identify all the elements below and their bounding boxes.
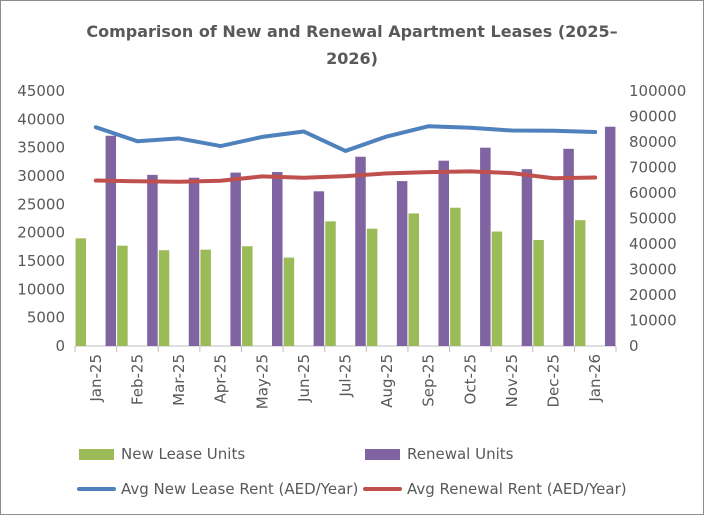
y-right-tick-label: 40000 (629, 235, 677, 253)
x-tick-label: Apr-25 (212, 354, 230, 404)
bar-renewal (396, 181, 408, 346)
y-right-tick-label: 100000 (629, 82, 686, 100)
legend-label: Avg Renewal Rent (AED/Year) (407, 480, 627, 498)
bar-renewal (313, 191, 325, 346)
y-left-tick-label: 30000 (17, 167, 65, 185)
x-tick-label: Aug-25 (378, 354, 396, 408)
x-tick-label: Feb-25 (128, 354, 146, 405)
bar-new-lease (242, 246, 253, 346)
y-right-tick-label: 60000 (629, 184, 677, 202)
x-tick-label: Oct-25 (461, 354, 479, 404)
y-left-tick-label: 40000 (17, 110, 65, 128)
chart-title-line-1: Comparison of New and Renewal Apartment … (86, 22, 617, 41)
bar-renewal (188, 177, 200, 346)
line-avg-new-lease-rent (93, 124, 598, 153)
bar-new-lease (450, 207, 461, 346)
x-tick-label: Nov-25 (503, 354, 521, 407)
bar-renewal (563, 148, 574, 346)
legend-group: New Lease Units Renewal Units Avg New Leas… (77, 445, 627, 498)
y-right-tick-label: 70000 (629, 159, 677, 177)
legend-label: Avg New Lease Rent (AED/Year) (121, 480, 358, 498)
bar-renewal (355, 156, 366, 346)
legend-swatch (365, 449, 400, 460)
x-tick-label: Jun-25 (295, 354, 313, 403)
x-tick-label: Jul-25 (337, 354, 355, 398)
bar-renewal (438, 160, 449, 346)
x-tick-label: Dec-25 (545, 354, 563, 408)
bar-renewal (147, 174, 158, 346)
bar-new-lease (533, 240, 544, 346)
bar-renewal (521, 169, 533, 346)
x-tick-label: Jan-26 (586, 354, 604, 403)
bar-new-lease (283, 257, 295, 346)
bar-new-lease (75, 238, 87, 346)
y-right-tick-label: 90000 (629, 108, 677, 126)
line-avg-renewal-rent (93, 169, 598, 184)
bar-renewal (480, 147, 491, 346)
bar-renewal (105, 135, 117, 346)
chart-title-line-2: 2026) (326, 49, 378, 68)
bar-renewal (604, 126, 616, 346)
x-tick-label: Mar-25 (170, 354, 188, 406)
y-left-tick-label: 5000 (27, 309, 65, 327)
bar-new-lease (491, 231, 503, 346)
y-right-tick-label: 30000 (629, 261, 677, 279)
y-left-tick-label: 0 (55, 337, 65, 355)
y-right-tick-label: 0 (629, 337, 639, 355)
y-left-tick-label: 25000 (17, 195, 65, 213)
legend-swatch (79, 449, 114, 460)
lines-group (93, 124, 598, 184)
y-right-tick-label: 20000 (629, 286, 677, 304)
bar-renewal (272, 172, 283, 346)
legend-label: New Lease Units (121, 445, 245, 463)
y-right-tick-label: 10000 (629, 312, 677, 330)
bar-new-lease (200, 249, 211, 346)
bar-new-lease (117, 245, 128, 346)
bar-new-lease (158, 250, 170, 346)
y-left-tick-label: 15000 (17, 252, 65, 270)
x-tick-label: May-25 (253, 354, 271, 409)
bar-renewal (230, 172, 241, 346)
y-right-tick-label: 80000 (629, 133, 677, 151)
x-tick-label: Sep-25 (420, 354, 438, 407)
y-left-tick-label: 35000 (17, 139, 65, 157)
bar-new-lease (408, 213, 419, 346)
bar-new-lease (325, 221, 336, 346)
axes-group: 0 5000 10000 15000 20000 25000 30000 35000 40000… (17, 82, 686, 409)
y-left-tick-label: 45000 (17, 82, 65, 100)
bars-group (75, 126, 616, 346)
bar-new-lease (366, 228, 378, 346)
y-right-tick-label: 50000 (629, 210, 677, 228)
bar-new-lease (574, 220, 586, 346)
y-left-tick-label: 20000 (17, 224, 65, 242)
legend-label: Renewal Units (407, 445, 514, 463)
x-tick-label: Jan-25 (87, 354, 105, 403)
y-left-tick-label: 10000 (17, 280, 65, 298)
